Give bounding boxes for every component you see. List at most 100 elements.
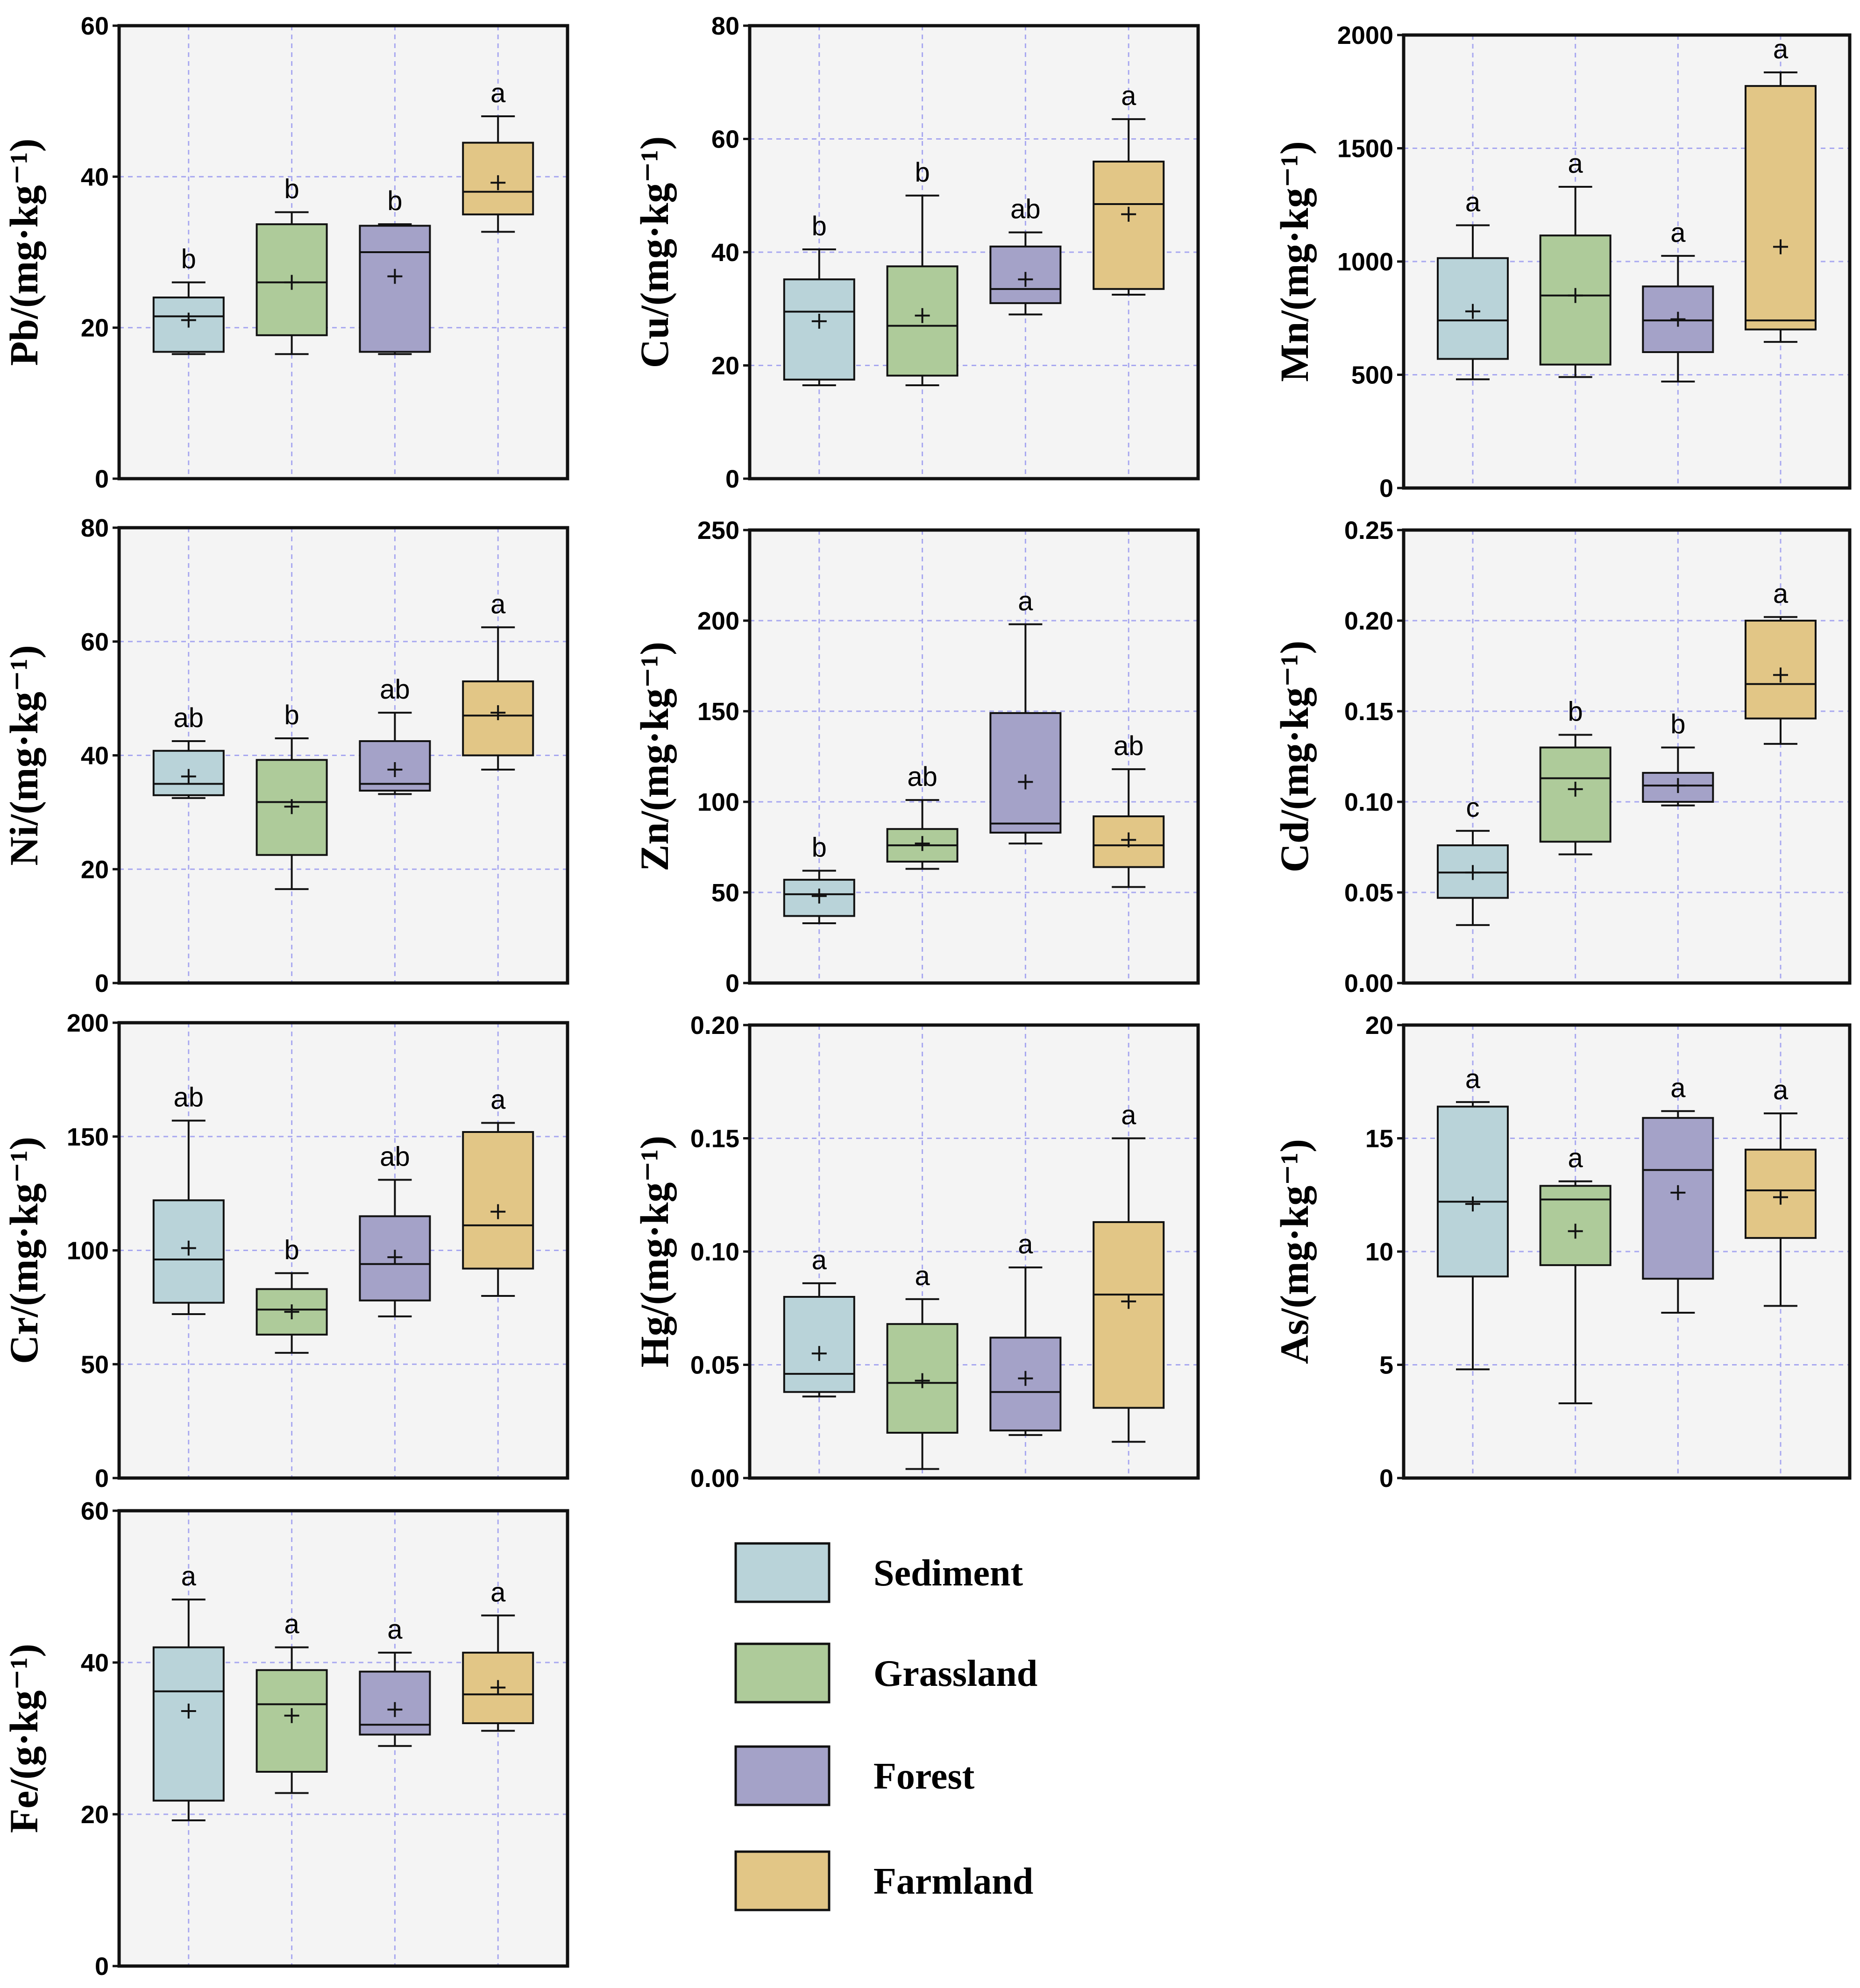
y-tick-label: 0 <box>95 969 109 998</box>
significance-label: ab <box>1114 731 1144 761</box>
y-tick-label: 1500 <box>1337 135 1393 163</box>
y-tick-label: 0.10 <box>1344 788 1393 816</box>
mean-marker <box>915 836 930 851</box>
mean-marker <box>490 1680 506 1695</box>
significance-label: a <box>1670 1073 1686 1103</box>
box-iqr <box>359 225 431 353</box>
box-iqr <box>462 1131 534 1270</box>
mean-marker <box>387 762 403 777</box>
mean-marker <box>1121 206 1136 222</box>
y-tick-label: 0 <box>725 969 739 998</box>
significance-label: a <box>387 1614 403 1645</box>
significance-label: a <box>1018 1229 1033 1259</box>
mean-marker <box>181 769 196 784</box>
box-iqr <box>1093 1221 1165 1409</box>
box-grassland: ab <box>886 762 958 870</box>
y-tick-label: 100 <box>67 1237 109 1265</box>
box-sediment: ab <box>152 1082 225 1315</box>
panel-pb: b b b a 0 20 40 60 Pb/(mg·kg⁻¹) <box>1 12 569 493</box>
box-iqr <box>989 712 1062 834</box>
significance-label: b <box>387 186 402 216</box>
box-grassland: a <box>886 1261 958 1470</box>
box-forest: ab <box>359 1141 431 1317</box>
y-tick-label: 250 <box>697 516 739 545</box>
mean-marker <box>811 1346 827 1361</box>
mean-marker <box>387 1250 403 1265</box>
significance-label: a <box>1121 81 1136 111</box>
box-forest: ab <box>359 674 431 795</box>
box-farmland: a <box>1093 81 1165 296</box>
significance-label: c <box>1466 792 1480 823</box>
y-tick-label: 40 <box>711 239 739 267</box>
y-tick-label: 200 <box>67 1009 109 1037</box>
y-tick-label: 0 <box>1379 1464 1393 1493</box>
box-sediment: b <box>783 832 855 924</box>
mean-marker <box>1465 304 1481 319</box>
significance-label: a <box>1568 1143 1583 1174</box>
significance-label: ab <box>174 1082 204 1113</box>
box-iqr <box>783 1296 855 1393</box>
panel-ni: ab b ab a 0 20 40 60 80 Ni/(mg·kg⁻¹) <box>1 514 569 998</box>
significance-label: b <box>1670 709 1685 740</box>
y-tick-label: 60 <box>81 1497 109 1525</box>
y-axis-label: As/(mg·kg⁻¹) <box>1272 1139 1317 1364</box>
y-tick-label: 15 <box>1365 1125 1393 1153</box>
box-sediment: ab <box>152 703 225 799</box>
panel-hg: a a a a 0.00 0.05 0.10 0.15 0.20 Hg/(mg·kg⁻¹) <box>632 1012 1200 1493</box>
panel-cd: c b b a 0.00 0.05 0.10 0.15 0.20 0.25 Cd/(mg·kg⁻¹) <box>1272 516 1852 998</box>
y-axis-label: Cd/(mg·kg⁻¹) <box>1272 641 1317 872</box>
mean-marker <box>387 269 403 284</box>
significance-label: a <box>1568 149 1583 179</box>
box-farmland: a <box>462 78 534 233</box>
mean-marker <box>1121 832 1136 848</box>
significance-label: a <box>490 589 506 619</box>
mean-marker <box>387 1702 403 1717</box>
box-sediment: a <box>1437 187 1509 381</box>
y-tick-label: 60 <box>711 126 739 154</box>
mean-marker <box>1121 1294 1136 1309</box>
y-axis-label: Pb/(mg·kg⁻¹) <box>1 139 46 366</box>
y-tick-label: 0 <box>1379 474 1393 502</box>
mean-marker <box>181 1240 196 1256</box>
mean-marker <box>1670 311 1686 327</box>
y-axis-label: Hg/(mg·kg⁻¹) <box>632 1136 677 1367</box>
mean-marker <box>1773 667 1788 683</box>
y-tick-label: 0.10 <box>690 1238 739 1266</box>
mean-marker <box>915 1373 930 1388</box>
box-sediment: a <box>152 1561 225 1821</box>
mean-marker <box>284 1304 299 1320</box>
panel-frame <box>117 24 569 481</box>
box-forest: ab <box>989 194 1062 316</box>
box-grassland: b <box>256 700 328 890</box>
box-iqr <box>152 750 225 796</box>
significance-label: a <box>1465 187 1481 217</box>
panel-background <box>1404 530 1850 983</box>
y-tick-label: 10 <box>1365 1238 1393 1266</box>
box-forest: a <box>359 1614 431 1747</box>
significance-label: a <box>812 1245 827 1275</box>
mean-marker <box>1568 1224 1583 1239</box>
y-tick-label: 0.25 <box>1344 516 1393 545</box>
box-iqr <box>152 1646 225 1802</box>
significance-label: a <box>490 1085 506 1115</box>
y-tick-label: 0.15 <box>1344 698 1393 726</box>
y-axis-label: Cr/(mg·kg⁻¹) <box>1 1137 46 1364</box>
mean-marker <box>1018 774 1033 790</box>
box-forest: b <box>359 186 431 355</box>
mean-marker <box>490 175 506 191</box>
y-tick-label: 40 <box>81 742 109 770</box>
box-farmland: a <box>1093 1100 1165 1443</box>
box-grassland: b <box>886 157 958 386</box>
y-tick-label: 20 <box>1365 1012 1393 1040</box>
box-farmland: a <box>462 589 534 771</box>
significance-label: b <box>284 1235 299 1265</box>
significance-label: b <box>1568 696 1583 727</box>
mean-marker <box>490 1204 506 1219</box>
panel-frame <box>117 1509 569 1968</box>
y-tick-label: 2000 <box>1337 21 1393 50</box>
box-forest: a <box>989 1229 1062 1436</box>
box-forest: a <box>989 586 1062 845</box>
panel-mn: a a a a 0 500 1000 1500 2000 Mn/(mg·kg⁻¹) <box>1272 21 1852 502</box>
significance-label: a <box>490 1577 506 1607</box>
